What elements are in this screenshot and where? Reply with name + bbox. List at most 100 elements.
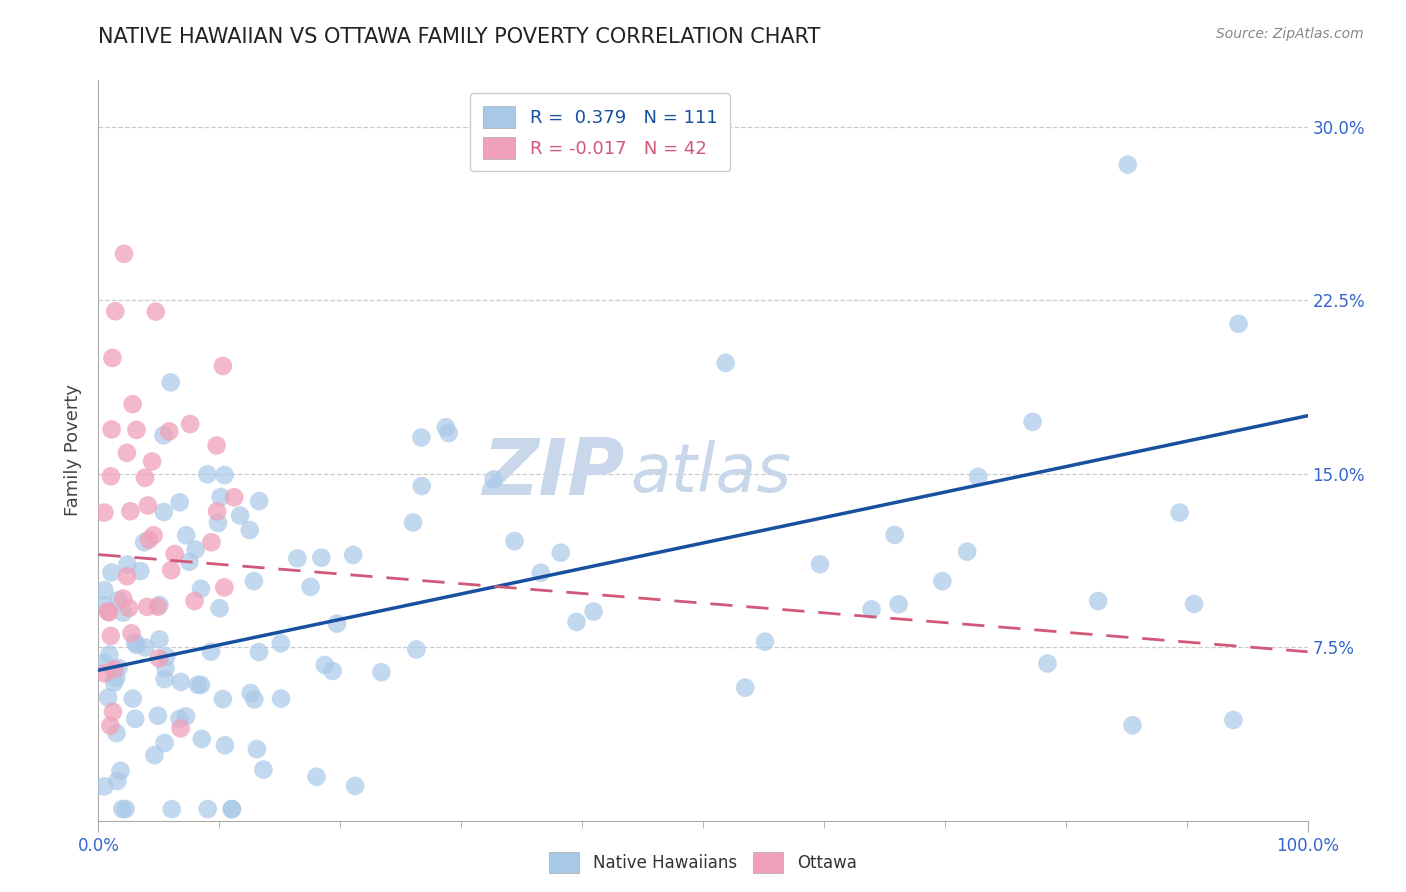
Point	[110, 764, 132, 778]
Point	[153, 736, 176, 750]
Point	[101, 351, 124, 365]
Point	[243, 574, 266, 588]
Point	[956, 544, 979, 558]
Point	[141, 454, 163, 468]
Point	[104, 304, 127, 318]
Point	[860, 602, 883, 616]
Point	[482, 472, 505, 486]
Point	[174, 709, 197, 723]
Point	[148, 632, 170, 647]
Point	[163, 547, 186, 561]
Point	[169, 712, 191, 726]
Point	[322, 664, 344, 678]
Point	[100, 469, 122, 483]
Point	[246, 742, 269, 756]
Point	[247, 645, 270, 659]
Point	[100, 629, 122, 643]
Point	[1168, 506, 1191, 520]
Point	[211, 692, 233, 706]
Point	[97, 604, 120, 618]
Point	[1121, 718, 1143, 732]
Point	[207, 516, 229, 530]
Point	[157, 425, 180, 439]
Point	[411, 430, 433, 444]
Legend: R =  0.379   N = 111, R = -0.017   N = 42: R = 0.379 N = 111, R = -0.017 N = 42	[470, 93, 730, 171]
Point	[93, 656, 115, 670]
Point	[93, 666, 115, 681]
Point	[101, 705, 124, 719]
Point	[344, 779, 367, 793]
Point	[174, 528, 197, 542]
Point	[342, 548, 364, 562]
Point	[183, 594, 205, 608]
Point	[214, 739, 236, 753]
Point	[145, 304, 167, 318]
Point	[152, 428, 174, 442]
Point	[214, 468, 236, 483]
Point	[160, 563, 183, 577]
Point	[93, 583, 115, 598]
Point	[100, 566, 122, 580]
Point	[205, 504, 228, 518]
Point	[125, 423, 148, 437]
Point	[437, 425, 460, 440]
Point	[97, 690, 120, 705]
Point	[93, 780, 115, 794]
Point	[208, 601, 231, 615]
Point	[1227, 317, 1250, 331]
Point	[1021, 415, 1043, 429]
Point	[314, 658, 336, 673]
Point	[143, 748, 166, 763]
Point	[121, 626, 143, 640]
Point	[121, 397, 143, 411]
Point	[98, 719, 121, 733]
Point	[190, 582, 212, 596]
Point	[370, 665, 392, 680]
Point	[134, 535, 156, 549]
Point	[105, 726, 128, 740]
Point	[153, 505, 176, 519]
Point	[103, 675, 125, 690]
Point	[326, 616, 349, 631]
Point	[1036, 657, 1059, 671]
Point	[155, 649, 177, 664]
Point	[931, 574, 953, 589]
Point	[209, 490, 232, 504]
Y-axis label: Family Poverty: Family Poverty	[65, 384, 83, 516]
Point	[402, 516, 425, 530]
Point	[1222, 713, 1244, 727]
Point	[103, 662, 125, 676]
Point	[120, 504, 142, 518]
Point	[98, 605, 121, 619]
Point	[270, 636, 292, 650]
Point	[405, 642, 427, 657]
Point	[187, 678, 209, 692]
Point	[138, 533, 160, 547]
Point	[124, 712, 146, 726]
Point	[200, 645, 222, 659]
Text: atlas: atlas	[630, 440, 792, 506]
Point	[148, 651, 170, 665]
Point	[125, 638, 148, 652]
Point	[179, 417, 201, 431]
Point	[200, 535, 222, 549]
Point	[212, 359, 235, 373]
Point	[311, 550, 333, 565]
Point	[1182, 597, 1205, 611]
Point	[270, 691, 292, 706]
Point	[170, 674, 193, 689]
Point	[121, 691, 143, 706]
Point	[243, 692, 266, 706]
Point	[224, 491, 246, 505]
Point	[142, 528, 165, 542]
Point	[197, 802, 219, 816]
Point	[252, 763, 274, 777]
Point	[124, 635, 146, 649]
Point	[239, 523, 262, 537]
Point	[153, 672, 176, 686]
Point	[565, 615, 588, 629]
Point	[115, 446, 138, 460]
Point	[411, 479, 433, 493]
Point	[107, 661, 129, 675]
Point	[117, 558, 139, 572]
